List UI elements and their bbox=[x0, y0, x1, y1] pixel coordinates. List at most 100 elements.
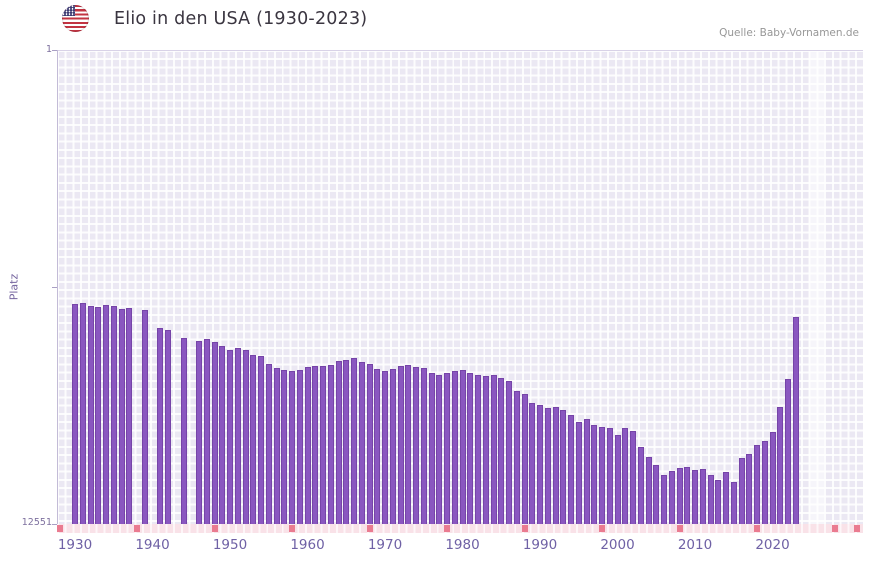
bar-2019[interactable] bbox=[761, 440, 768, 524]
bar-1971[interactable] bbox=[389, 369, 396, 524]
bar-1950[interactable] bbox=[227, 349, 233, 524]
bar-1993[interactable] bbox=[560, 409, 567, 524]
bar-1930[interactable] bbox=[72, 304, 78, 524]
bar-1966[interactable] bbox=[351, 358, 357, 524]
bar-1933[interactable] bbox=[95, 307, 102, 524]
bar-1960[interactable] bbox=[304, 367, 311, 524]
decade-tick-mark bbox=[289, 525, 295, 532]
bar-1963[interactable] bbox=[327, 364, 334, 524]
bar-1957[interactable] bbox=[281, 370, 288, 524]
bar-1958[interactable] bbox=[289, 371, 295, 524]
bar-1978[interactable] bbox=[444, 373, 450, 524]
bar-2005[interactable] bbox=[653, 465, 660, 524]
bar-1942[interactable] bbox=[165, 329, 171, 524]
x-axis-tick-1930: 1930 bbox=[57, 537, 93, 553]
bar-1968[interactable] bbox=[366, 364, 373, 524]
bar-1955[interactable] bbox=[265, 364, 272, 524]
y-axis-tick-bottom bbox=[52, 524, 57, 525]
bar-2021[interactable] bbox=[777, 406, 784, 524]
bar-1959[interactable] bbox=[296, 369, 303, 524]
bar-2012[interactable] bbox=[707, 474, 714, 524]
bar-1952[interactable] bbox=[242, 350, 249, 524]
bar-1990[interactable] bbox=[537, 405, 543, 524]
bar-1969[interactable] bbox=[374, 368, 381, 524]
bar-2018[interactable] bbox=[754, 444, 760, 524]
bar-1967[interactable] bbox=[358, 362, 365, 524]
bar-1984[interactable] bbox=[490, 375, 497, 524]
bar-2017[interactable] bbox=[746, 453, 753, 524]
bar-1947[interactable] bbox=[203, 338, 210, 524]
bar-2008[interactable] bbox=[676, 467, 683, 524]
bar-1935[interactable] bbox=[110, 306, 117, 524]
bar-1944[interactable] bbox=[180, 338, 187, 524]
bar-1964[interactable] bbox=[335, 361, 342, 524]
bar-1982[interactable] bbox=[475, 374, 481, 524]
y-axis-tick-middle bbox=[52, 287, 57, 288]
bar-1987[interactable] bbox=[513, 390, 520, 524]
bar-1961[interactable] bbox=[312, 365, 319, 524]
decade-tick-mark bbox=[134, 525, 140, 532]
bar-1979[interactable] bbox=[451, 371, 458, 524]
bar-1983[interactable] bbox=[482, 376, 489, 524]
bar-1981[interactable] bbox=[467, 372, 474, 524]
bar-2006[interactable] bbox=[661, 474, 667, 524]
bar-1992[interactable] bbox=[552, 406, 559, 524]
bar-2015[interactable] bbox=[730, 481, 737, 524]
bar-1980[interactable] bbox=[459, 370, 466, 524]
bar-1962[interactable] bbox=[320, 366, 326, 524]
bar-2022[interactable] bbox=[785, 379, 791, 524]
bar-1970[interactable] bbox=[382, 371, 388, 524]
bar-1936[interactable] bbox=[118, 308, 125, 524]
bar-1939[interactable] bbox=[141, 310, 148, 524]
bar-1977[interactable] bbox=[436, 374, 443, 524]
bar-1972[interactable] bbox=[397, 365, 404, 524]
bar-1999[interactable] bbox=[606, 428, 613, 524]
y-axis-tick-top bbox=[52, 50, 57, 51]
bar-2016[interactable] bbox=[738, 458, 745, 524]
bar-2009[interactable] bbox=[684, 466, 691, 524]
bar-1976[interactable] bbox=[428, 372, 435, 524]
bar-1941[interactable] bbox=[157, 328, 164, 524]
bar-1997[interactable] bbox=[591, 425, 598, 524]
bar-1948[interactable] bbox=[211, 342, 218, 524]
bar-1995[interactable] bbox=[575, 422, 582, 524]
bar-1937[interactable] bbox=[126, 307, 133, 524]
bar-1931[interactable] bbox=[79, 303, 86, 524]
bar-1989[interactable] bbox=[529, 403, 536, 524]
bar-1953[interactable] bbox=[250, 354, 257, 524]
bar-2004[interactable] bbox=[645, 456, 652, 524]
bar-1946[interactable] bbox=[196, 341, 202, 524]
y-axis-title: Platz bbox=[7, 273, 21, 301]
bar-1973[interactable] bbox=[405, 365, 412, 524]
bar-2003[interactable] bbox=[637, 446, 644, 524]
bar-2011[interactable] bbox=[699, 469, 706, 524]
bar-2013[interactable] bbox=[715, 479, 722, 524]
bar-1954[interactable] bbox=[258, 356, 264, 524]
decade-tick-mark bbox=[676, 525, 683, 532]
plot-top-gridline bbox=[57, 50, 863, 51]
bar-1998[interactable] bbox=[599, 427, 605, 524]
bar-1975[interactable] bbox=[420, 368, 427, 524]
bar-2000[interactable] bbox=[614, 435, 621, 524]
bar-1988[interactable] bbox=[521, 393, 528, 524]
bar-1951[interactable] bbox=[234, 347, 241, 524]
bar-2010[interactable] bbox=[692, 470, 698, 524]
bar-1949[interactable] bbox=[219, 345, 226, 524]
bar-2020[interactable] bbox=[769, 431, 776, 524]
bar-1956[interactable] bbox=[273, 367, 280, 524]
bar-1934[interactable] bbox=[103, 304, 109, 524]
bar-1965[interactable] bbox=[343, 359, 350, 524]
bar-1991[interactable] bbox=[544, 407, 551, 524]
bar-2002[interactable] bbox=[630, 430, 636, 524]
bar-2007[interactable] bbox=[668, 471, 675, 524]
x-axis-tick-2010: 2010 bbox=[677, 537, 713, 553]
bar-2014[interactable] bbox=[723, 472, 729, 524]
bar-1974[interactable] bbox=[413, 367, 419, 524]
bar-1932[interactable] bbox=[87, 305, 94, 524]
bar-2001[interactable] bbox=[622, 427, 629, 524]
bar-1985[interactable] bbox=[498, 377, 505, 524]
bar-1994[interactable] bbox=[568, 415, 574, 524]
bar-1986[interactable] bbox=[506, 381, 512, 524]
bar-1996[interactable] bbox=[583, 418, 590, 524]
bar-2023[interactable] bbox=[792, 317, 799, 524]
